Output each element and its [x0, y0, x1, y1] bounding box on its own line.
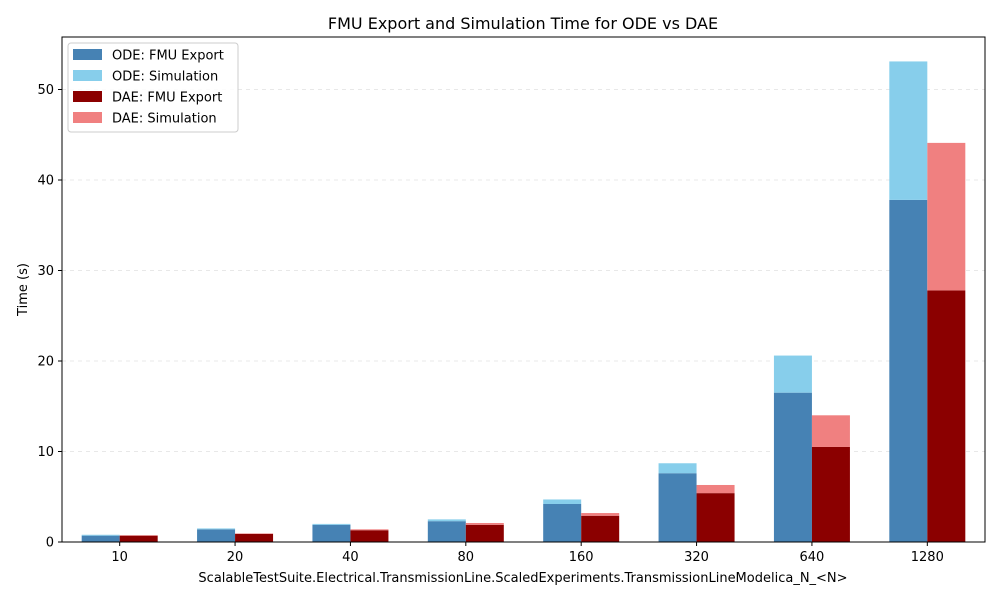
y-tick-label: 50	[37, 83, 54, 98]
bar-dae-fmu-export-10	[119, 535, 158, 542]
bar-ode-simulation-640	[773, 355, 812, 393]
bar-ode-fmu-export-320	[658, 473, 697, 542]
bar-dae-simulation-160	[581, 513, 620, 516]
bar-ode-simulation-10	[81, 534, 120, 536]
y-tick-label: 0	[46, 536, 54, 551]
x-tick-label: 40	[342, 550, 359, 565]
bar-dae-simulation-40	[350, 529, 389, 531]
bar-dae-simulation-640	[811, 415, 850, 447]
legend-label: DAE: FMU Export	[112, 91, 222, 106]
grid-lines	[62, 89, 985, 452]
bar-ode-simulation-320	[658, 463, 697, 474]
legend: ODE: FMU Export ODE: Simulation DAE: FMU E…	[67, 42, 239, 133]
legend-label: ODE: FMU Export	[112, 49, 224, 64]
y-axis-label: Time (s)	[16, 263, 31, 317]
bar-ode-fmu-export-80	[427, 521, 466, 542]
bar-ode-fmu-export-40	[312, 524, 351, 542]
bar-ode-simulation-80	[427, 519, 466, 522]
x-axis-label: ScalableTestSuite.Electrical.Transmissio…	[198, 571, 847, 586]
y-tick-label: 20	[37, 354, 54, 369]
bars	[81, 61, 966, 542]
chart-title: FMU Export and Simulation Time for ODE v…	[328, 14, 718, 33]
bar-ode-simulation-160	[543, 499, 582, 504]
bar-dae-fmu-export-640	[811, 446, 850, 542]
x-tick-label: 320	[684, 550, 709, 565]
legend-swatch	[73, 112, 102, 123]
x-tick-label: 10	[111, 550, 128, 565]
bar-dae-simulation-320	[696, 484, 735, 494]
x-tick-label: 20	[227, 550, 244, 565]
bar-ode-simulation-1280	[889, 61, 928, 200]
y-tick-label: 10	[37, 445, 54, 460]
y-tick-label: 40	[37, 173, 54, 188]
bar-ode-fmu-export-20	[197, 529, 236, 542]
bar-ode-fmu-export-1280	[889, 199, 928, 542]
x-tick-label: 1280	[911, 550, 944, 565]
bar-ode-simulation-40	[312, 523, 351, 525]
bar-ode-simulation-20	[197, 528, 236, 530]
plot-frame	[61, 36, 986, 543]
bar-dae-simulation-1280	[927, 142, 966, 291]
bar-ode-fmu-export-10	[81, 535, 120, 542]
bar-dae-fmu-export-40	[350, 530, 389, 542]
bar-dae-fmu-export-20	[235, 533, 274, 542]
bar-dae-simulation-80	[465, 522, 504, 525]
bar-ode-fmu-export-640	[773, 392, 812, 542]
x-tick-label: 640	[800, 550, 825, 565]
x-tick-label: 160	[569, 550, 594, 565]
legend-label: ODE: Simulation	[112, 70, 218, 85]
bar-dae-fmu-export-1280	[927, 290, 966, 542]
bar-dae-fmu-export-160	[581, 515, 620, 542]
bar-ode-fmu-export-160	[543, 503, 582, 542]
bar-dae-fmu-export-80	[465, 524, 504, 542]
y-tick-label: 30	[37, 264, 54, 279]
legend-label: DAE: Simulation	[112, 112, 217, 127]
y-axis-ticks: 0 10 20 30 40 50	[37, 83, 62, 551]
bar-dae-fmu-export-320	[696, 493, 735, 542]
x-tick-label: 80	[458, 550, 475, 565]
x-axis-ticks: 10 20 40 80 160 320 640 1280	[111, 542, 944, 565]
legend-swatch	[73, 70, 102, 81]
legend-swatch	[73, 49, 102, 60]
legend-box	[67, 42, 239, 133]
legend-swatch	[73, 91, 102, 102]
